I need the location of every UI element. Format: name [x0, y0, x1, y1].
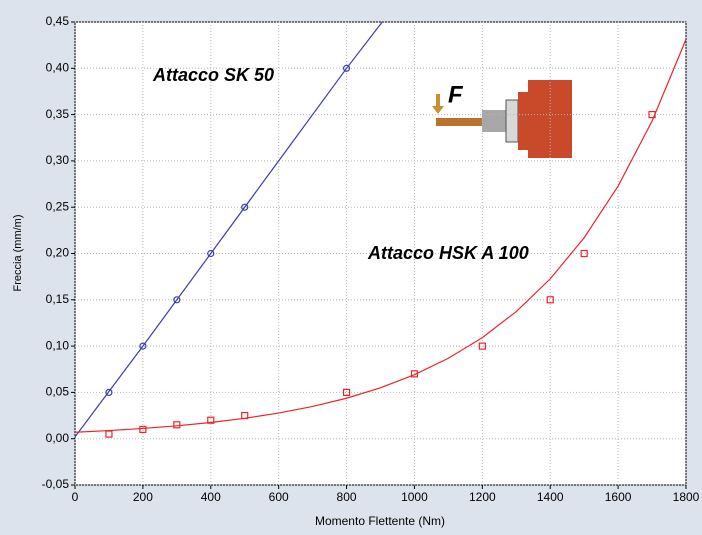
point — [580, 249, 588, 258]
x-tick-label: 600 — [269, 490, 289, 504]
point — [342, 388, 351, 396]
point — [342, 64, 351, 72]
y-tick-label: 0,35 — [46, 107, 70, 121]
y-tick-label: 0,40 — [46, 60, 70, 74]
point — [173, 296, 181, 304]
x-tick-label: 0 — [72, 490, 79, 504]
point — [105, 388, 113, 396]
x-tick-label: 1200 — [469, 490, 496, 504]
y-tick-label: 0,25 — [46, 199, 70, 213]
point — [139, 342, 147, 350]
point — [241, 203, 249, 211]
series-label: Attacco SK 50 — [152, 65, 274, 85]
y-tick-label: 0,45 — [46, 14, 70, 28]
point — [173, 421, 181, 429]
x-tick-label: 1400 — [537, 490, 564, 504]
point — [648, 110, 656, 119]
x-tick-label: 1800 — [673, 490, 700, 504]
y-axis-label: Freccia (mm/m) — [12, 215, 24, 292]
fit-line — [75, 22, 383, 438]
x-tick-label: 1000 — [401, 490, 428, 504]
x-tick-label: 200 — [133, 490, 153, 504]
point — [410, 370, 419, 378]
x-tick-label: 1600 — [605, 490, 632, 504]
y-tick-label: -0,05 — [42, 477, 70, 491]
y-tick-label: 0,10 — [46, 338, 70, 352]
y-tick-label: 0,30 — [46, 153, 70, 167]
y-tick-label: 0,00 — [46, 431, 70, 445]
icon-label: F — [448, 81, 464, 108]
x-tick-label: 400 — [201, 490, 221, 504]
series-label: Attacco HSK A 100 — [367, 243, 529, 263]
point — [207, 416, 215, 424]
fit-line — [75, 39, 686, 433]
y-tick-label: 0,15 — [46, 292, 70, 306]
tool-icon: F — [432, 80, 572, 158]
y-tick-label: 0,20 — [46, 246, 70, 260]
point — [207, 249, 215, 258]
point — [105, 430, 113, 438]
point — [478, 342, 486, 350]
x-tick-label: 800 — [337, 490, 357, 504]
plot-area — [74, 21, 687, 486]
point — [139, 425, 147, 434]
x-axis-label: Momento Flettente (Nm) — [315, 514, 445, 528]
point — [241, 411, 249, 420]
point — [546, 296, 554, 304]
y-tick-label: 0,05 — [46, 385, 70, 399]
